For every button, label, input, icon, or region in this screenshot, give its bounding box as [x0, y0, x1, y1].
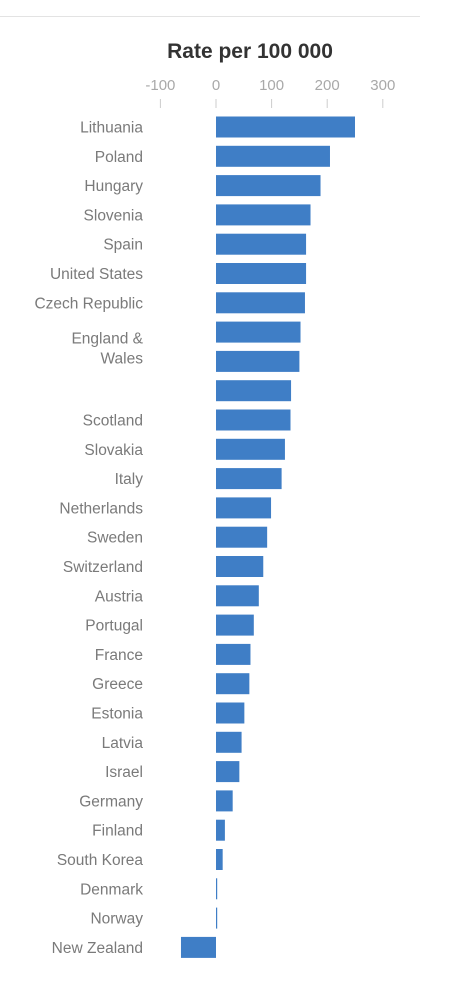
bar [216, 233, 307, 255]
category-label: Czech Republic [34, 295, 143, 312]
bar [216, 702, 245, 724]
bar [216, 614, 254, 636]
category-label: Austria [95, 588, 144, 605]
bar [216, 526, 268, 548]
category-label: Germany [79, 793, 143, 810]
bar [216, 731, 242, 753]
x-tick-label: 100 [259, 77, 284, 94]
x-tick-label: -100 [145, 77, 175, 94]
category-label: England & Wales [71, 331, 143, 368]
x-tick-label: 300 [370, 77, 395, 94]
bar [216, 145, 330, 167]
bar [216, 907, 218, 929]
category-label: South Korea [57, 852, 144, 869]
bar [216, 175, 321, 197]
category-label: Portugal [85, 618, 143, 635]
category-label: Scotland [83, 413, 143, 430]
bar [216, 497, 272, 519]
bar [216, 321, 301, 343]
bar [216, 204, 311, 226]
top-divider [0, 16, 420, 17]
category-label: Estonia [91, 706, 143, 723]
x-axis-ticks: -100 0 100 200 300 [145, 77, 395, 108]
bar [216, 380, 292, 402]
category-label: Norway [90, 911, 143, 928]
category-label: Switzerland [63, 559, 143, 576]
bar [216, 673, 250, 695]
category-labels: Lithuania Poland Hungary Slovenia Spain Unite… [34, 120, 143, 957]
bar [216, 409, 291, 431]
bar [216, 438, 285, 460]
category-label: Slovenia [84, 207, 144, 224]
category-label: Poland [95, 149, 143, 166]
x-tick-label: 200 [315, 77, 340, 94]
bar [216, 643, 251, 665]
category-label: United States [50, 266, 143, 283]
bar [216, 292, 305, 314]
bar [216, 761, 240, 783]
bar [216, 819, 225, 841]
category-label: Finland [92, 823, 143, 840]
category-label: Lithuania [80, 120, 143, 137]
category-label: New Zealand [52, 940, 143, 957]
category-label: Greece [92, 676, 143, 693]
bar [216, 556, 264, 577]
bar [216, 878, 218, 900]
bar [180, 936, 216, 958]
category-label: Netherlands [59, 500, 143, 517]
chart-title: Rate per 100 000 [167, 40, 333, 63]
category-label: Hungary [84, 178, 143, 195]
category-label: Israel [105, 764, 143, 781]
category-label: Denmark [80, 881, 143, 898]
category-label: Slovakia [84, 442, 143, 459]
category-label: Sweden [87, 530, 143, 547]
bars [180, 116, 355, 958]
category-label: Italy [115, 471, 144, 488]
bar [216, 585, 259, 607]
bar [216, 849, 223, 870]
category-label: France [95, 647, 143, 664]
bar [216, 263, 307, 284]
bar [216, 790, 233, 812]
category-label: Latvia [102, 735, 144, 752]
bar [216, 350, 300, 372]
x-tick-label: 0 [212, 77, 220, 94]
category-label: Spain [103, 237, 143, 254]
bar [216, 468, 282, 490]
bar [216, 116, 355, 138]
